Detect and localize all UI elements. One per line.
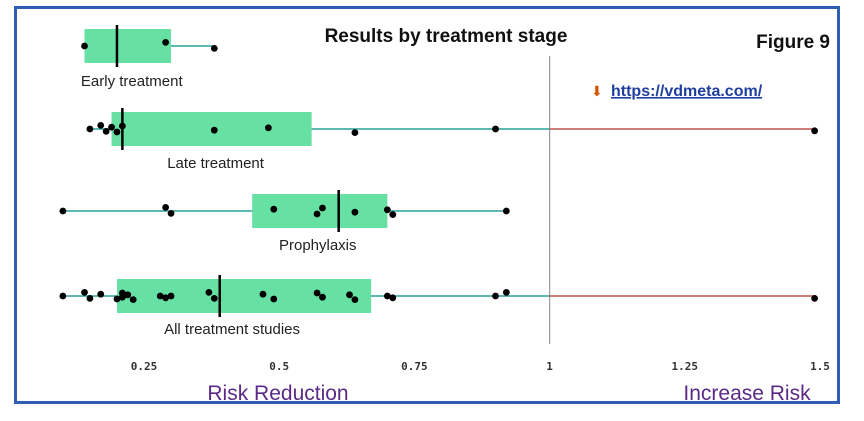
- data-point: [81, 42, 88, 50]
- data-point: [492, 292, 499, 300]
- data-point: [118, 293, 126, 301]
- data-point: [351, 129, 359, 137]
- data-point: [124, 291, 132, 299]
- chart-frame: [14, 6, 840, 404]
- source-link[interactable]: https://vdmeta.com/: [611, 83, 763, 100]
- data-point: [210, 45, 218, 52]
- data-point: [351, 208, 359, 216]
- x-tick-label: 0.75: [401, 360, 428, 373]
- group-label: Late treatment: [167, 155, 265, 172]
- data-point: [270, 205, 278, 213]
- data-point: [59, 207, 67, 215]
- figure-label: Figure 9: [756, 32, 830, 53]
- data-point: [108, 123, 115, 131]
- data-point: [86, 125, 94, 133]
- data-point: [313, 289, 321, 297]
- data-point: [502, 207, 510, 215]
- iqr-box: [84, 29, 172, 63]
- data-point: [167, 210, 175, 217]
- x-tick-label: 0.5: [269, 360, 289, 373]
- data-point: [97, 122, 105, 129]
- group-label: Prophylaxis: [279, 237, 357, 254]
- data-point: [264, 124, 272, 132]
- data-point: [81, 289, 88, 296]
- x-tick-label: 1.5: [810, 360, 830, 373]
- data-point: [162, 39, 170, 46]
- iqr-box: [116, 279, 372, 313]
- data-point: [259, 290, 267, 298]
- data-point: [86, 295, 94, 302]
- data-point: [210, 126, 218, 134]
- x-tick-label: 1.25: [672, 360, 699, 373]
- data-point: [162, 294, 170, 302]
- data-point: [319, 293, 326, 301]
- data-point: [102, 127, 110, 135]
- data-point: [389, 211, 397, 219]
- data-point: [97, 290, 105, 298]
- data-point: [59, 292, 67, 300]
- data-point: [313, 210, 321, 218]
- data-point: [167, 292, 175, 300]
- plot-area: Early treatment Late treatment Prophylaxis…: [59, 25, 830, 373]
- data-point: [383, 206, 391, 214]
- data-point: [156, 292, 164, 300]
- data-point: [389, 294, 397, 302]
- data-point: [492, 125, 499, 133]
- data-point: [113, 128, 121, 136]
- data-point: [811, 127, 818, 135]
- data-point: [383, 292, 391, 300]
- data-point: [811, 295, 818, 302]
- chart-title: Results by treatment stage: [325, 26, 568, 47]
- data-point: [129, 296, 137, 303]
- x-tick-label: 0.25: [131, 360, 158, 373]
- data-point: [351, 296, 359, 303]
- group-label: Early treatment: [81, 73, 184, 90]
- data-point: [346, 291, 353, 299]
- data-point: [319, 204, 326, 212]
- x-tick-label: 1: [546, 360, 553, 373]
- data-point: [113, 295, 121, 303]
- increase-risk-label: Increase Risk: [683, 382, 811, 405]
- group-label: All treatment studies: [164, 321, 300, 338]
- link-arrow-icon: ⬇: [591, 83, 603, 99]
- data-point: [502, 289, 510, 296]
- risk-reduction-label: Risk Reduction: [207, 382, 348, 405]
- data-point: [205, 289, 213, 296]
- data-point: [162, 204, 170, 211]
- data-point: [210, 295, 218, 302]
- data-point: [118, 122, 126, 130]
- data-point: [270, 295, 278, 303]
